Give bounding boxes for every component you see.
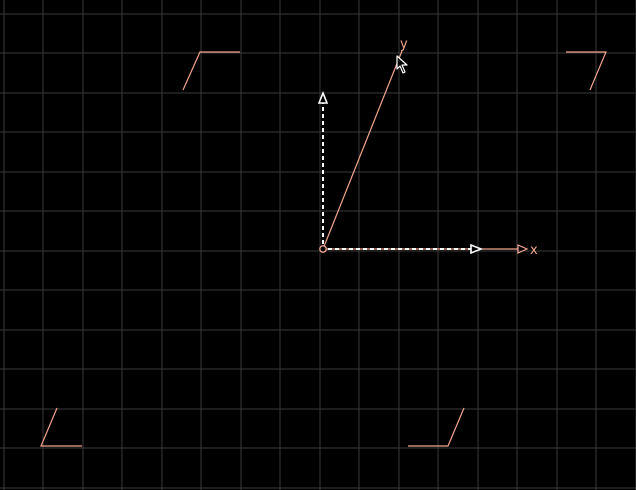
- frame-corner-bracket-icon: [40, 407, 82, 447]
- guide-vector-horizontal[interactable]: [328, 243, 484, 255]
- guide-arrowhead-icon: [317, 90, 329, 104]
- y-axis-line[interactable]: [322, 50, 403, 250]
- frame-corner-top-left: [182, 51, 240, 91]
- frame-corner-bracket-icon: [182, 51, 240, 91]
- y-axis-label: y: [400, 37, 408, 52]
- frame-corner-bracket-icon: [408, 407, 465, 447]
- frame-corner-bracket-icon: [566, 51, 607, 91]
- x-axis-arrowhead-icon: [517, 244, 529, 254]
- frame-corner-top-right: [566, 51, 607, 91]
- guide-arrowhead-icon: [470, 243, 484, 255]
- y-axis[interactable]: y: [322, 37, 408, 250]
- origin-circle-icon[interactable]: [319, 245, 327, 253]
- guide-vector-vertical[interactable]: [317, 90, 329, 244]
- frame-corner-bottom-right: [408, 407, 465, 447]
- frame-corner-bottom-left: [40, 407, 82, 447]
- x-axis-label: x: [530, 243, 538, 258]
- mouse-pointer-icon: [396, 55, 408, 74]
